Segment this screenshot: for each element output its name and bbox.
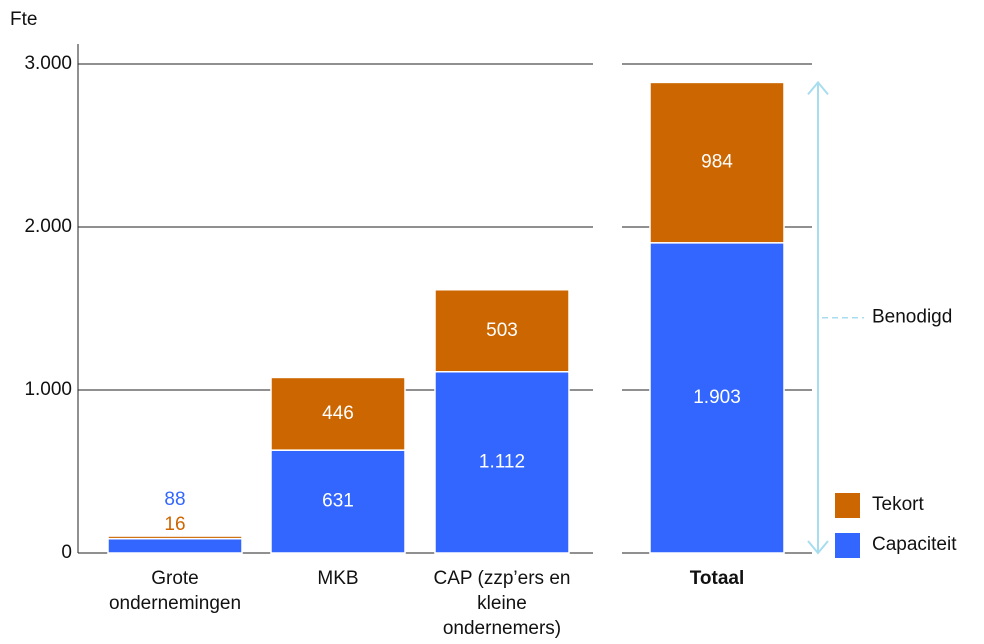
bar-segment — [270, 376, 406, 451]
arrow-head — [807, 80, 829, 96]
bar-segment — [107, 535, 243, 540]
value-label: 446 — [322, 403, 354, 424]
y-tick-label: 3.000 — [24, 53, 72, 74]
legend-label: Tekort — [872, 494, 924, 515]
arrow-head — [807, 540, 829, 555]
value-label: 984 — [701, 152, 733, 173]
bar-segment — [649, 242, 785, 554]
x-tick-label: MKB — [317, 568, 359, 589]
value-label: 1.903 — [693, 387, 741, 408]
legend-swatch — [835, 493, 860, 518]
bar-segment — [649, 81, 785, 244]
y-tick-label: 0 — [61, 542, 72, 563]
bar-segment — [434, 289, 570, 373]
x-tick-label: Totaal — [689, 568, 745, 589]
y-tick-label: 1.000 — [24, 379, 72, 400]
bar-segment — [434, 370, 570, 554]
value-label: 88 — [164, 489, 185, 510]
x-tick-label: CAP (zzp’ers en kleine ondernemers) — [433, 568, 571, 639]
x-tick-label: Grote ondernemingen — [108, 568, 242, 614]
y-tick-label: 2.000 — [24, 216, 72, 237]
bar-segment — [107, 537, 243, 554]
bar-segment — [270, 449, 406, 554]
value-label: 1.112 — [479, 451, 525, 472]
annotation-text: Benodigd — [872, 307, 952, 328]
legend-label: Capaciteit — [872, 534, 957, 555]
value-label: 503 — [486, 320, 518, 341]
legend-swatch — [835, 533, 860, 558]
value-label: 16 — [164, 514, 185, 535]
y-axis-label: Fte — [10, 9, 37, 30]
value-label: 631 — [322, 491, 354, 512]
